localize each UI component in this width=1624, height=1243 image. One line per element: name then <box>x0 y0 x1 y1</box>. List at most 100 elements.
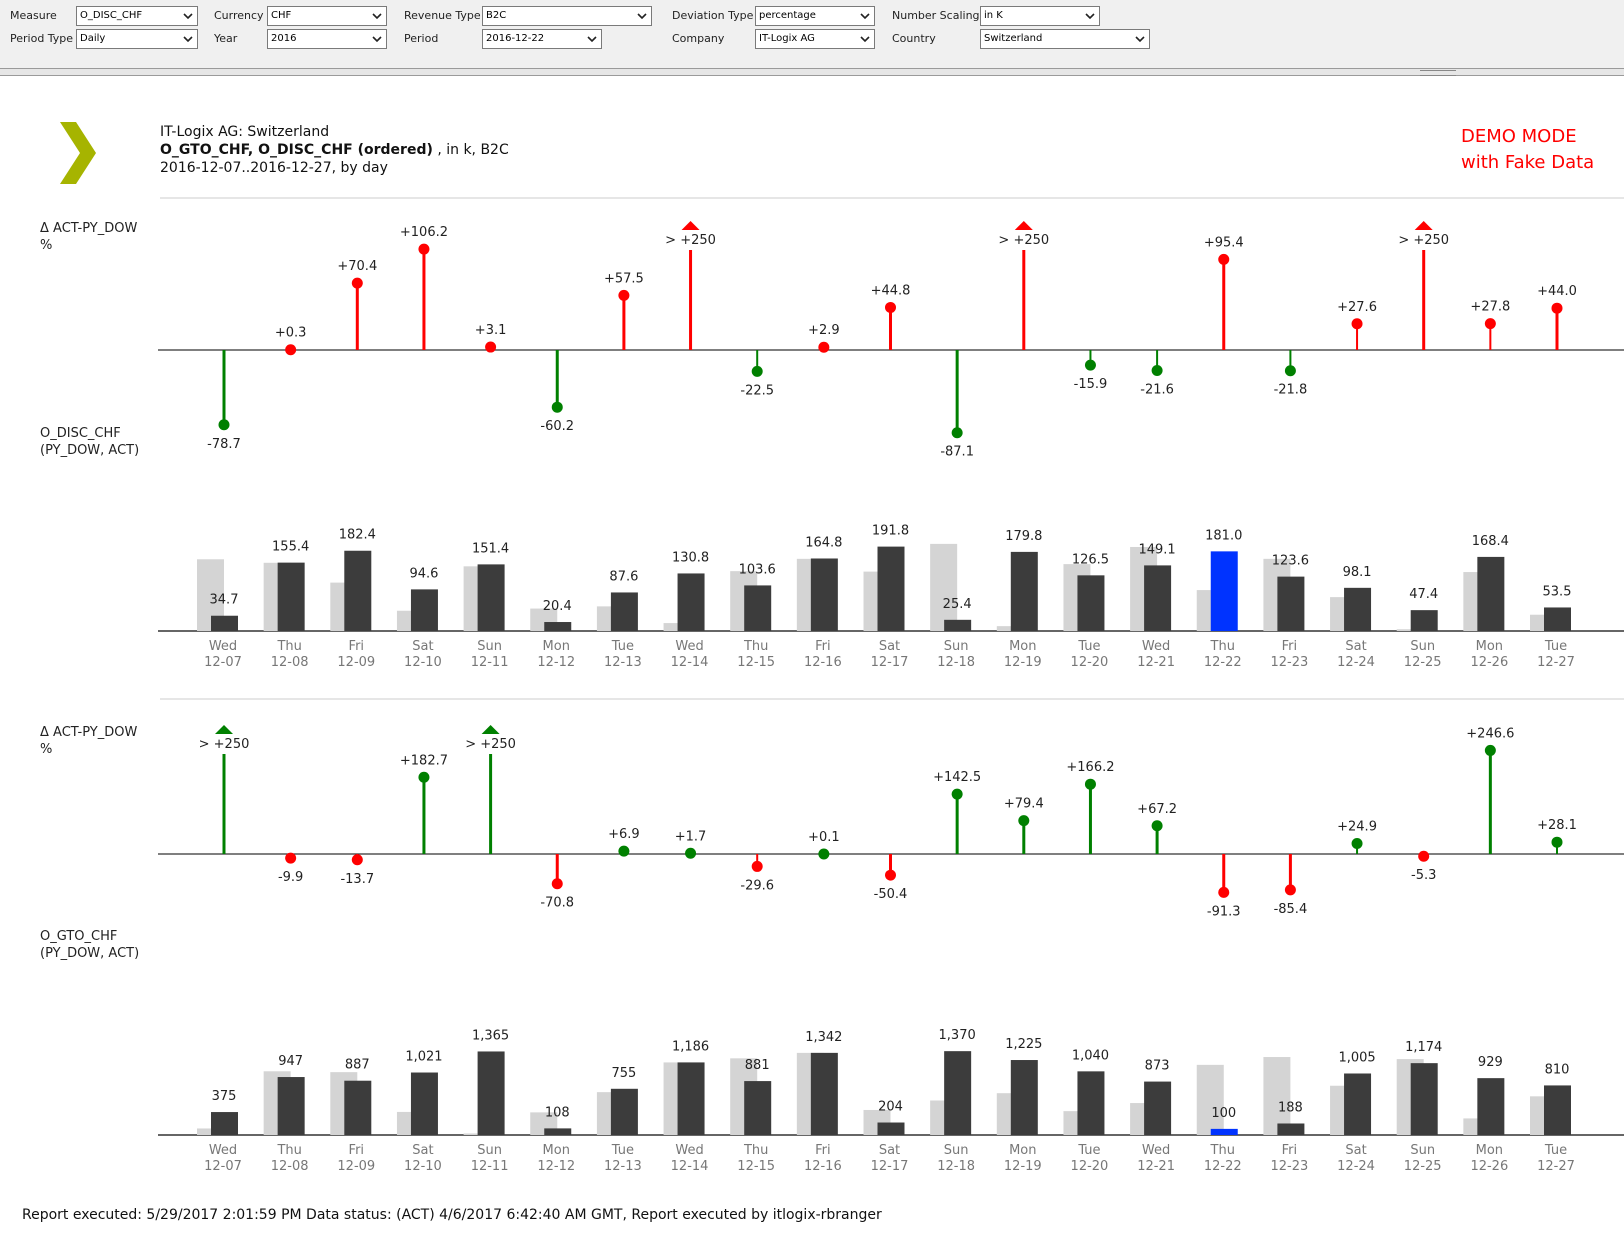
chevron-down-icon <box>860 13 870 20</box>
disc-weekday-tick: Thu <box>1210 639 1235 654</box>
period-select[interactable]: 2016-12-22 <box>482 29 602 49</box>
disc-act-bar <box>410 589 438 631</box>
gto-act-bar <box>877 1122 905 1135</box>
gto-date-tick: 12-08 <box>271 1159 309 1174</box>
delta-gto-pin-dot <box>1551 836 1563 848</box>
gto-date-tick: 12-13 <box>604 1159 642 1174</box>
row-label-line: O_GTO_CHF <box>40 929 118 944</box>
disc-weekday-tick: Sun <box>944 639 969 654</box>
gto-date-tick: 12-25 <box>1404 1159 1442 1174</box>
gto-py-bar <box>1263 1057 1291 1135</box>
gto-weekday-tick: Tue <box>611 1143 634 1158</box>
disc-value-label: 34.7 <box>210 593 239 608</box>
gto-value-label: 887 <box>345 1058 370 1073</box>
disc-date-tick: 12-11 <box>471 655 509 670</box>
delta-disc-pin-dot <box>1151 365 1163 377</box>
delta-gto-pin-dot <box>751 860 763 872</box>
gto-date-tick: 12-12 <box>537 1159 575 1174</box>
gto-weekday-tick: Thu <box>1210 1143 1235 1158</box>
gto-act-bar <box>1477 1078 1505 1135</box>
disc-act-bar <box>1144 565 1172 631</box>
gto-weekday-tick: Sat <box>879 1143 900 1158</box>
gto-act-bar <box>1410 1063 1438 1135</box>
gto-date-tick: 12-11 <box>471 1159 509 1174</box>
gto-value-label: 1,370 <box>939 1028 976 1043</box>
delta-gto-pin-dot <box>1284 884 1296 896</box>
delta-gto-pin-dot <box>1351 838 1363 850</box>
delta-disc-value-label: -60.2 <box>540 419 574 434</box>
delta-gto-pin-dot <box>818 848 830 860</box>
disc-value-label: 53.5 <box>1543 584 1572 599</box>
disc-value-label: 181.0 <box>1205 528 1242 543</box>
disc-weekday-tick: Thu <box>743 639 768 654</box>
gto-date-tick: 12-10 <box>404 1159 442 1174</box>
chevron-down-icon <box>372 13 382 20</box>
delta-disc-value-label: +3.1 <box>475 323 507 338</box>
delta-gto-value-label: > +250 <box>199 737 250 752</box>
disc-date-tick: 12-07 <box>204 655 242 670</box>
revenue-type-select[interactable]: B2C <box>482 6 652 26</box>
row-label-line: Δ ACT-PY_DOW <box>40 725 138 740</box>
disc-value-label: 123.6 <box>1272 554 1309 569</box>
delta-gto-value-label: +246.6 <box>1466 726 1514 741</box>
delta-gto-value-label: +1.7 <box>675 829 707 844</box>
delta-gto-value-label: -70.8 <box>540 896 574 911</box>
delta-gto-value-label: -13.7 <box>340 872 374 887</box>
gto-py-bar <box>463 1133 491 1135</box>
delta-disc-pin-dot <box>285 344 297 356</box>
gto-act-bar <box>744 1081 772 1135</box>
gto-weekday-tick: Fri <box>1282 1143 1298 1158</box>
disc-weekday-tick: Mon <box>543 639 570 654</box>
disc-value-label: 94.6 <box>409 566 438 581</box>
gto-value-label: 1,342 <box>805 1030 842 1045</box>
currency-select[interactable]: CHF <box>267 6 387 26</box>
filter-bar: Measure O_DISC_CHF Period Type Daily Cur… <box>0 0 1624 72</box>
disc-value-label: 25.4 <box>943 597 972 612</box>
delta-disc-pin-dot <box>351 277 363 289</box>
gto-act-bar <box>410 1072 438 1135</box>
delta-gto-pin-dot <box>951 788 963 800</box>
gto-weekday-tick: Sat <box>1345 1143 1366 1158</box>
disc-date-tick: 12-21 <box>1137 655 1175 670</box>
country-value: Switzerland <box>984 33 1043 44</box>
row-label-line: % <box>40 742 53 757</box>
gto-value-label: 1,040 <box>1072 1048 1109 1063</box>
company-select[interactable]: IT-Logix AG <box>755 29 875 49</box>
gto-date-tick: 12-22 <box>1204 1159 1242 1174</box>
delta-disc-pin-dot <box>485 341 497 353</box>
country-select[interactable]: Switzerland <box>980 29 1150 49</box>
deviation-type-select[interactable]: percentage <box>755 6 875 26</box>
disc-weekday-tick: Mon <box>1476 639 1503 654</box>
measure-select[interactable]: O_DISC_CHF <box>76 6 198 26</box>
gto-weekday-tick: Mon <box>1009 1143 1036 1158</box>
delta-disc-value-label: +27.6 <box>1337 300 1377 315</box>
gto-value-label: 375 <box>212 1089 237 1104</box>
delta-gto-pin-dot <box>1151 820 1163 832</box>
disc-act-bar <box>677 573 705 631</box>
company-label: Company <box>672 32 725 45</box>
gto-value-label: 929 <box>1478 1055 1503 1070</box>
delta-gto-value-label: +67.2 <box>1137 802 1177 817</box>
gto-date-tick: 12-19 <box>1004 1159 1042 1174</box>
year-select[interactable]: 2016 <box>267 29 387 49</box>
disc-act-bar <box>477 564 505 631</box>
gto-date-tick: 12-16 <box>804 1159 842 1174</box>
delta-disc-value-label: +106.2 <box>400 225 448 240</box>
company-value: IT-Logix AG <box>759 33 815 44</box>
disc-weekday-tick: Fri <box>1282 639 1298 654</box>
disc-value-label: 149.1 <box>1138 542 1175 557</box>
delta-gto-pin-dot <box>351 854 363 866</box>
disc-value-label: 20.4 <box>543 599 572 614</box>
number-scaling-select[interactable]: in K <box>980 6 1100 26</box>
gto-act-bar <box>810 1052 838 1135</box>
period-type-select[interactable]: Daily <box>76 29 198 49</box>
disc-weekday-tick: Tue <box>1544 639 1567 654</box>
delta-disc-pin-dot <box>618 289 630 301</box>
splitter-grip[interactable] <box>1420 70 1456 76</box>
gto-value-label: 204 <box>878 1100 903 1115</box>
panel-splitter[interactable] <box>0 68 1624 76</box>
row-label-line: (PY_DOW, ACT) <box>40 443 140 458</box>
gto-value-label: 1,021 <box>405 1050 442 1065</box>
gto-act-bar <box>677 1062 705 1135</box>
gto-date-tick: 12-20 <box>1071 1159 1109 1174</box>
